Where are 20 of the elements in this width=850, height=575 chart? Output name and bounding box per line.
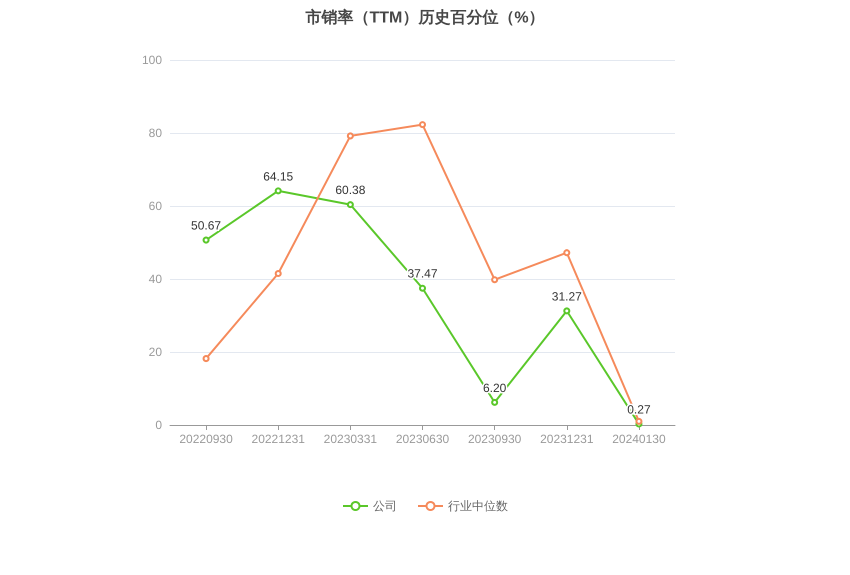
x-tick-label: 20230630 (396, 432, 450, 446)
data-label: 60.38 (335, 183, 366, 198)
y-tick-label: 80 (148, 126, 162, 140)
x-tick-label: 20220930 (179, 432, 234, 446)
y-tick-label: 40 (148, 272, 162, 286)
chart-title: 市销率（TTM）历史百分位（%） (304, 8, 545, 26)
x-tick-label: 20240130 (612, 432, 666, 446)
y-tick-label: 20 (148, 345, 162, 359)
legend-label: 公司 (373, 499, 397, 513)
x-tick-label: 20230331 (324, 432, 378, 446)
x-tick-label: 20231231 (540, 432, 594, 446)
data-label: 50.67 (191, 218, 222, 233)
data-label: 31.27 (552, 289, 582, 304)
y-tick-label: 0 (155, 418, 162, 432)
data-label: 64.15 (263, 169, 294, 184)
legend-label: 行业中位数 (448, 499, 508, 513)
x-tick-label: 20230930 (468, 432, 522, 446)
y-tick-label: 60 (148, 199, 162, 213)
x-tick-label: 20221231 (252, 432, 306, 446)
y-tick-label: 100 (142, 53, 162, 67)
